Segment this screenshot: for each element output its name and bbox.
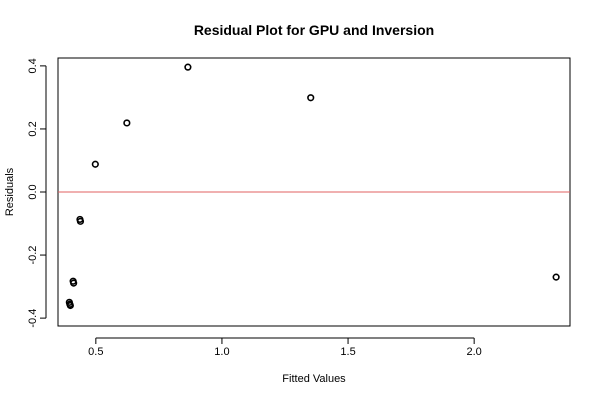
y-axis: -0.4 -0.2 0.0 0.2 0.4: [27, 58, 47, 328]
y-tick-label: -0.2: [27, 246, 39, 265]
x-tick-label: 0.5: [88, 346, 103, 358]
x-tick-label: 2.0: [467, 346, 482, 358]
x-tick-label: 1.5: [340, 346, 355, 358]
x-axis-label: Fitted Values: [282, 373, 346, 385]
data-point: [70, 279, 78, 287]
y-tick-label: 0.4: [27, 58, 39, 73]
data-point: [307, 94, 315, 102]
chart-title: Residual Plot for GPU and Inversion: [194, 22, 434, 38]
y-tick-label: 0.2: [27, 121, 39, 136]
data-point: [123, 119, 131, 127]
y-tick-label: -0.4: [27, 309, 39, 328]
x-tick-label: 1.0: [214, 346, 229, 358]
data-point: [552, 273, 560, 281]
y-axis-label: Residuals: [4, 167, 16, 216]
data-point: [91, 160, 99, 168]
data-points: [65, 63, 560, 310]
data-point: [76, 217, 85, 225]
data-point: [184, 63, 192, 71]
data-point: [66, 301, 74, 310]
x-axis: 0.5 1.0 1.5 2.0: [88, 337, 482, 358]
y-tick-label: 0.0: [27, 184, 39, 199]
